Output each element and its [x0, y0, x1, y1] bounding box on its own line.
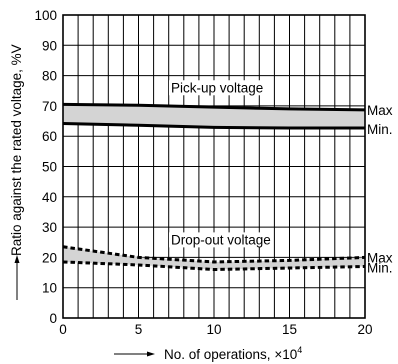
x-tick-label: 20	[357, 322, 372, 337]
y-tick-label: 90	[42, 38, 57, 53]
band-label-0: Pick-up voltage	[171, 80, 263, 95]
x-axis-label-exponent: 4	[297, 345, 302, 355]
band-label-1: Drop-out voltage	[171, 232, 271, 247]
x-tick-label: 0	[59, 322, 67, 337]
band-label-bg-0	[169, 80, 266, 96]
x-tick-label: 5	[135, 322, 143, 337]
y-tick-label: 30	[42, 220, 57, 235]
x-axis-label: No. of operations, ×104	[164, 345, 302, 362]
band-1-lower-line	[62, 260, 366, 272]
band-label-bg-1	[169, 232, 273, 248]
band-1-max-label: Max	[367, 250, 393, 265]
y-tick-label: 70	[42, 99, 57, 114]
plot-frame	[62, 14, 366, 319]
y-tick-label: 40	[42, 190, 57, 205]
y-tick-label: 50	[42, 160, 57, 175]
y-axis-arrowhead	[14, 255, 20, 263]
band-0-upper-line	[62, 102, 366, 112]
band-0-max-label: Max	[367, 103, 393, 118]
grid	[63, 15, 365, 318]
y-tick-label: 60	[42, 129, 57, 144]
plot-border	[62, 14, 366, 319]
y-tick-label: 0	[49, 311, 57, 326]
band-1-min-label: Min.	[367, 260, 393, 275]
y-tick-label: 80	[42, 69, 57, 84]
ticks: 0 10 20 30 40 50 60 70 80 90 100 0 5 10 15 20	[34, 8, 372, 337]
band-0-lower-line	[62, 121, 365, 130]
x-axis-label-main: No. of operations, ×10	[164, 347, 297, 362]
x-tick-label: 15	[282, 322, 297, 337]
y-axis-label: Ratio against the rated voltage, %V	[9, 44, 24, 256]
x-axis-arrowhead	[147, 351, 155, 357]
y-tick-label: 20	[42, 250, 57, 265]
band-1-upper-line	[62, 245, 366, 264]
x-tick-label: 10	[206, 322, 221, 337]
y-tick-label: 10	[42, 281, 57, 296]
bands	[62, 102, 366, 272]
y-tick-label: 100	[34, 8, 57, 23]
band-0-min-label: Min.	[367, 122, 393, 137]
